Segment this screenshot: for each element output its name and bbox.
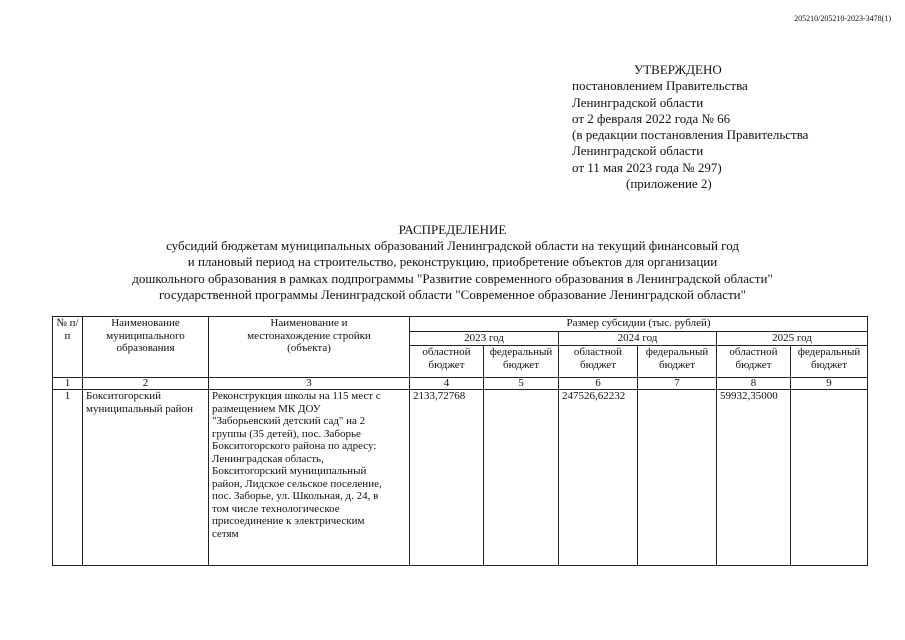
title-line: государственной программы Ленинградской … [159,286,746,302]
table-row: 1 Бокситогорский муниципальный район Рек… [52,389,868,566]
column-number: 4 [409,377,484,390]
row-2025-regional: 59932,35000 [716,389,791,566]
approval-line: постановлением Правительства [572,78,748,94]
column-number: 2 [82,377,209,390]
title-heading: РАСПРЕДЕЛЕНИЕ [398,222,507,237]
header-year-2025: 2025 год [716,331,868,346]
row-municipality: Бокситогорский муниципальный район [82,389,209,566]
subsidy-table: № п/п Наименование муниципального образо… [52,316,868,566]
header-federal: федеральный бюджет [637,345,717,378]
title-line: дошкольного образования в рамках подпрог… [132,270,773,286]
title-line: субсидий бюджетам муниципальных образова… [166,238,739,254]
header-object: Наименование и местонахождение стройки (… [208,316,410,378]
row-2025-federal [790,389,868,566]
approval-line: (в редакции постановления Правительства [572,127,809,143]
header-federal: федеральный бюджет [483,345,559,378]
approval-block: УТВЕРЖДЕНО постановлением Правительства … [572,62,808,192]
header-regional: областной бюджет [558,345,638,378]
title-line: и плановый период на строительство, реко… [187,254,718,270]
header-subsidy: Размер субсидии (тыс. рублей) [409,316,868,332]
approval-line: Ленинградской области [572,143,704,159]
approval-heading: УТВЕРЖДЕНО [634,62,722,77]
approval-line: от 11 мая 2023 года № 297) [572,159,722,175]
column-number: 5 [483,377,559,390]
column-number: 3 [208,377,410,390]
document-stamp: 205210/205210-2023-3478(1) [794,14,891,23]
header-regional: областной бюджет [409,345,484,378]
approval-line: (приложение 2) [626,176,712,192]
row-2023-federal [483,389,559,566]
approval-line: от 2 февраля 2022 года № 66 [572,110,731,126]
column-number: 7 [637,377,717,390]
column-number: 6 [558,377,638,390]
header-municipality: Наименование муниципального образования [82,316,209,378]
row-object: Реконструкция школы на 115 мест с размещ… [208,389,410,566]
column-number: 1 [52,377,83,390]
document-title: РАСПРЕДЕЛЕНИЕ субсидий бюджетам муниципа… [0,222,905,303]
row-2023-regional: 2133,72768 [409,389,484,566]
approval-line: Ленинградской области [572,94,704,110]
column-number: 8 [716,377,791,390]
header-regional: областной бюджет [716,345,791,378]
column-number: 9 [790,377,868,390]
header-year-2024: 2024 год [558,331,717,346]
header-num: № п/п [52,316,83,378]
header-year-2023: 2023 год [409,331,559,346]
row-num: 1 [52,389,83,566]
header-federal: федеральный бюджет [790,345,868,378]
row-2024-regional: 247526,62232 [558,389,638,566]
row-2024-federal [637,389,717,566]
